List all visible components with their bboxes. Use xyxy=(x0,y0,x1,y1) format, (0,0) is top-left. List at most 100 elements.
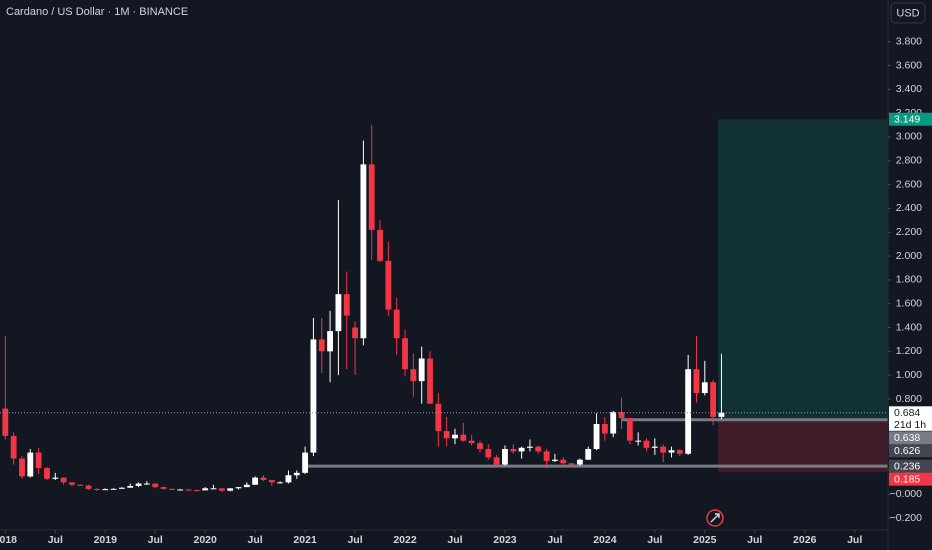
x-tick-label: Jul xyxy=(547,534,562,546)
candle-body xyxy=(160,487,167,489)
candle-body xyxy=(610,412,617,434)
x-tick-label: Jul xyxy=(647,534,662,546)
price-label-bg xyxy=(889,112,932,126)
x-tick-label: 2026 xyxy=(793,534,817,546)
candle-body xyxy=(2,408,9,436)
y-tick-label: 1.800 xyxy=(896,274,922,286)
candle-body xyxy=(651,446,658,448)
candle-body xyxy=(568,463,575,465)
candle-body xyxy=(19,458,25,477)
x-tick-label: Jul xyxy=(248,534,263,546)
candle-body xyxy=(60,477,67,483)
candle-body xyxy=(143,483,150,485)
price-label: 0.684 xyxy=(894,407,920,419)
candle-body xyxy=(393,309,400,339)
candle-body xyxy=(327,331,333,352)
x-tick-label: 2018 xyxy=(0,534,17,546)
candle-body xyxy=(626,418,633,441)
x-tick-label: Jul xyxy=(48,534,63,546)
candle-body xyxy=(69,482,75,485)
candle-body xyxy=(668,450,675,453)
y-tick-label: 2.000 xyxy=(896,250,922,262)
x-tick-label: 2025 xyxy=(693,534,717,546)
countdown-bg xyxy=(889,418,932,431)
x-tick-label: 2023 xyxy=(493,534,517,546)
candle-body xyxy=(102,489,109,491)
candle-body xyxy=(377,229,383,261)
candle-body xyxy=(443,431,450,439)
candle-body xyxy=(277,482,284,484)
candle-body xyxy=(402,338,408,370)
currency-button[interactable] xyxy=(890,2,926,24)
candle-body xyxy=(177,489,184,491)
grid-layer xyxy=(305,418,888,468)
candle-body xyxy=(543,451,550,461)
loss-zone xyxy=(718,418,888,473)
y-tick-label: 0.800 xyxy=(896,393,922,405)
y-tick-label: 3.600 xyxy=(896,59,922,71)
candle-body xyxy=(44,468,50,479)
logo-arrow xyxy=(710,513,720,523)
candle-body xyxy=(335,294,342,332)
y-tick-label: 3.800 xyxy=(896,35,922,47)
price-label-bg xyxy=(889,406,932,420)
x-tick-label: 2022 xyxy=(393,534,417,546)
y-tick-label: 1.000 xyxy=(896,369,922,381)
price-label: 0.626 xyxy=(894,445,920,457)
candle-body xyxy=(10,435,17,459)
candle-body xyxy=(676,450,683,454)
candle-body xyxy=(152,483,159,488)
candle-body xyxy=(252,477,259,485)
candle-body xyxy=(418,358,425,382)
candle-body xyxy=(527,446,533,448)
price-label-bg xyxy=(889,472,932,486)
candle-body xyxy=(477,443,483,450)
candle-body xyxy=(243,484,250,488)
candle-body xyxy=(685,369,692,454)
x-tick-label: Jul xyxy=(747,534,762,546)
position-layer xyxy=(718,119,888,473)
candle-body xyxy=(460,434,467,441)
candle-body xyxy=(535,446,542,452)
candle-body xyxy=(318,339,325,352)
candle-body xyxy=(94,488,100,490)
currency-label[interactable]: USD xyxy=(896,7,919,19)
candle-body xyxy=(368,164,375,230)
y-tick-label: 1.600 xyxy=(896,297,922,309)
candle-body xyxy=(718,412,725,417)
x-tick-label: Jul xyxy=(847,534,862,546)
candle-body xyxy=(302,452,309,473)
candle-body xyxy=(468,440,475,444)
candle-body xyxy=(510,449,517,452)
candle-body xyxy=(485,449,492,458)
candle-body xyxy=(310,339,317,453)
candle-body xyxy=(293,472,300,476)
candle-body xyxy=(85,485,92,489)
x-tick-label: 2021 xyxy=(293,534,317,546)
x-tick-label: 2019 xyxy=(94,534,118,546)
y-tick-label: 2.400 xyxy=(896,202,922,214)
candle-body xyxy=(576,459,583,465)
candle-body xyxy=(560,459,567,464)
candle-layer xyxy=(0,125,888,492)
y-tick-label: 2.800 xyxy=(896,155,922,167)
candle-body xyxy=(35,452,42,469)
candle-body xyxy=(452,434,458,439)
price-label: 3.149 xyxy=(894,114,920,126)
price-label: 0.185 xyxy=(894,473,920,485)
candle-body xyxy=(585,449,592,460)
candle-body xyxy=(268,479,275,483)
profit-zone xyxy=(718,119,888,419)
candle-body xyxy=(710,382,717,417)
x-tick-label: 2020 xyxy=(193,534,217,546)
candle-body xyxy=(110,488,117,490)
candle-body xyxy=(410,369,417,382)
candle-body xyxy=(285,475,292,483)
candle-body xyxy=(593,424,600,450)
candle-body xyxy=(202,488,209,491)
candle-body xyxy=(210,488,217,490)
candle-body xyxy=(27,452,34,477)
candle-body xyxy=(127,485,134,488)
candle-body xyxy=(193,490,200,492)
